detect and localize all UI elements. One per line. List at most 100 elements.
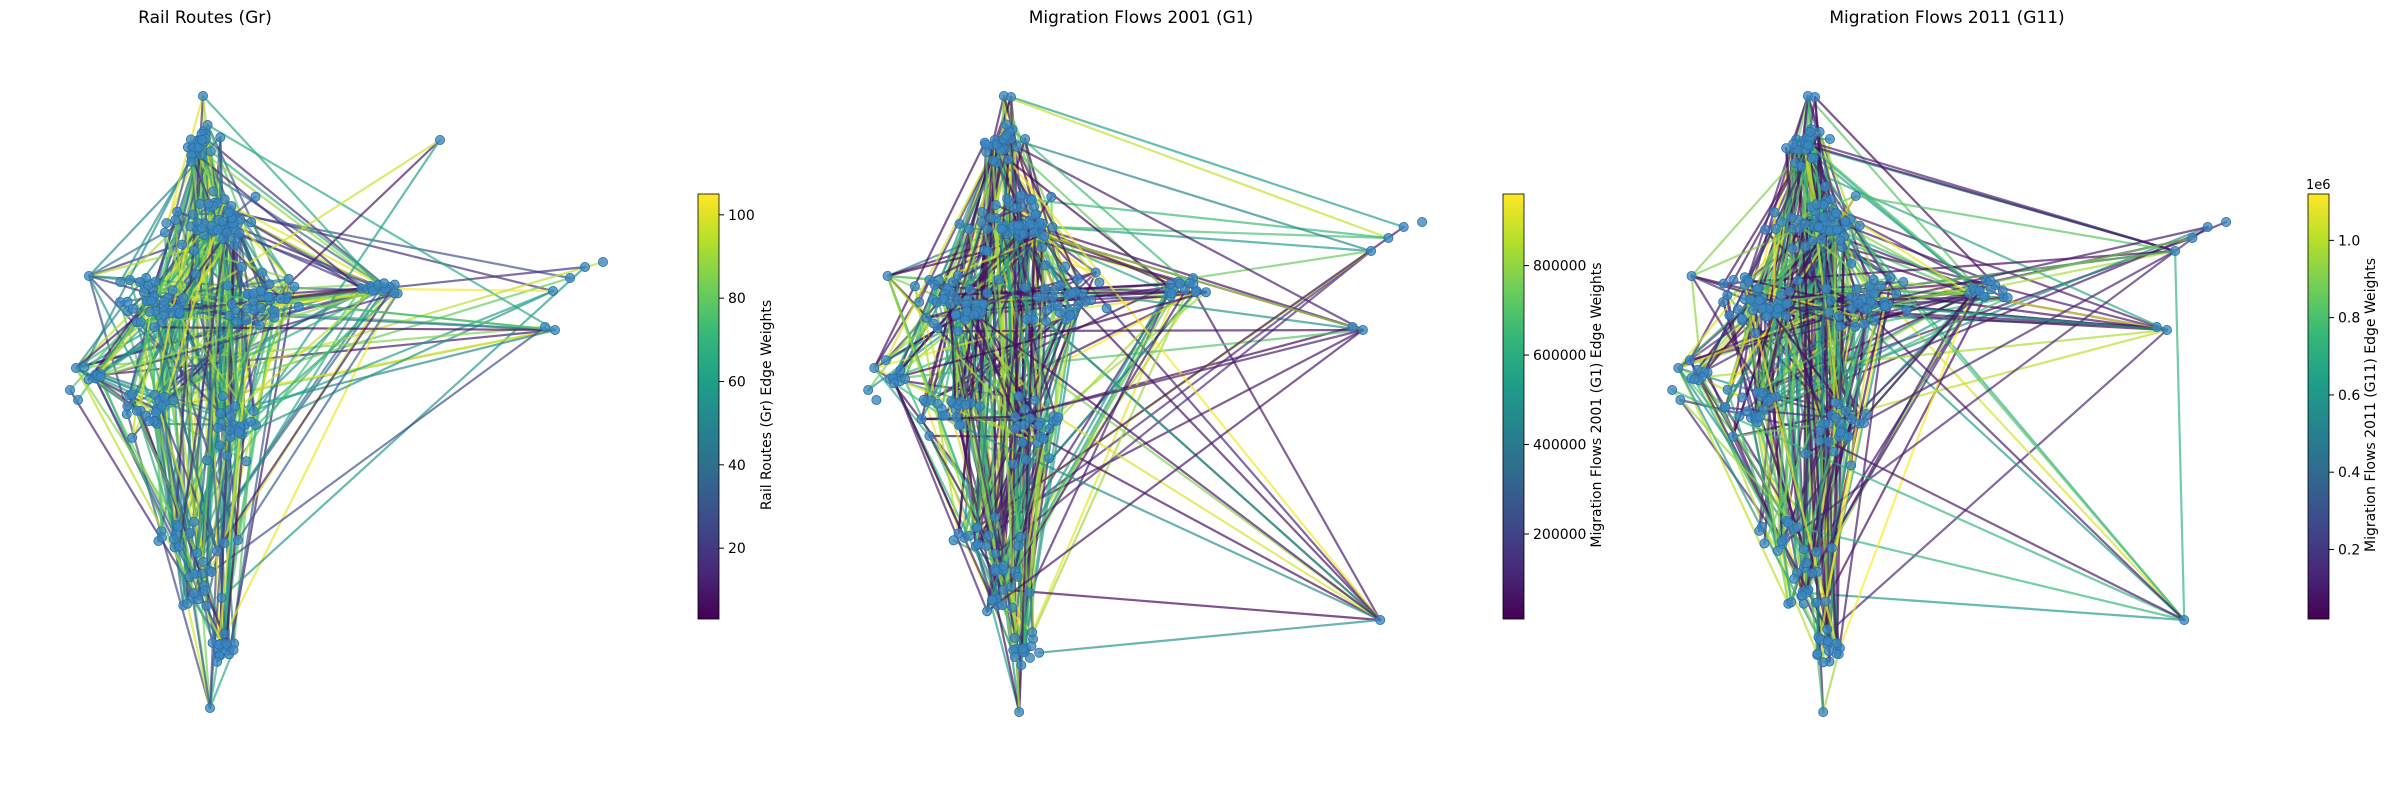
graph-node — [222, 280, 233, 291]
graph-node — [2002, 292, 2013, 303]
graph-node — [1786, 597, 1797, 608]
graph-node — [1030, 209, 1041, 220]
graph-edge — [1726, 299, 1761, 391]
graph-edge — [206, 123, 264, 274]
graph-node — [1868, 274, 1879, 285]
graph-node — [1820, 181, 1831, 192]
graph-edge — [1806, 144, 1975, 289]
colorbar-tick-label: 40 — [728, 458, 746, 474]
graph-node — [208, 186, 219, 197]
graph-node — [1033, 420, 1044, 431]
graph-node — [212, 224, 223, 235]
graph-node — [977, 206, 988, 217]
graph-node — [993, 274, 1004, 285]
graph-edge — [920, 415, 1017, 421]
graph-node — [1811, 597, 1822, 608]
graph-node — [184, 572, 195, 583]
graph-node — [1869, 288, 1880, 299]
graph-node — [998, 560, 1009, 571]
graph-edge — [1790, 216, 1875, 290]
graph-edge — [1754, 418, 1790, 605]
graph-edge — [130, 145, 200, 396]
graph-edge — [171, 229, 214, 292]
graph-edge — [985, 328, 1365, 613]
graph-edge — [200, 238, 224, 575]
graph-node — [1853, 298, 1864, 309]
graph-node — [1792, 522, 1803, 533]
graph-node — [2151, 321, 2162, 332]
graph-node — [1000, 130, 1011, 141]
graph-node — [1742, 406, 1753, 417]
graph-edge — [1851, 225, 2209, 310]
graph-node — [135, 316, 146, 327]
graph-node — [1009, 652, 1020, 663]
colorbar-tick-label: 100 — [728, 208, 755, 224]
colorbar-tick-label: 0.8 — [2338, 311, 2360, 327]
graph-node — [1818, 707, 1829, 718]
graph-node — [1044, 453, 1055, 464]
graph-node — [264, 279, 275, 290]
graph-node — [1795, 161, 1806, 172]
graph-node — [1752, 283, 1763, 294]
graph-node — [156, 401, 167, 412]
edges — [68, 94, 605, 710]
graph-node — [197, 134, 208, 145]
graph-node — [1013, 541, 1024, 552]
graph-node — [1821, 283, 1832, 294]
graph-edge — [155, 422, 163, 539]
graph-node — [206, 566, 217, 577]
colorbar-tick-label: 60 — [728, 375, 746, 391]
graph-node — [143, 416, 154, 427]
graph-edge — [1059, 284, 1382, 622]
graph-edge — [1005, 123, 1051, 430]
graph-edge — [1902, 280, 2168, 332]
graph-node — [1773, 303, 1784, 314]
graph-node — [1675, 394, 1686, 405]
graph-node — [1782, 298, 1793, 309]
graph-node — [974, 401, 985, 412]
graph-node — [1046, 191, 1057, 202]
graph-node — [1860, 408, 1871, 419]
graph-node — [1008, 458, 1019, 469]
graph-node — [1802, 140, 1813, 151]
graph-edge — [1754, 296, 2009, 417]
graph-node — [1850, 190, 1861, 201]
graph-node — [1815, 425, 1826, 436]
graph-node — [1743, 276, 1754, 287]
graph-node — [167, 285, 178, 296]
graph-edge — [1009, 437, 1045, 589]
graph-node — [71, 362, 82, 373]
graph-edge — [1822, 215, 1992, 283]
graph-node — [1814, 435, 1825, 446]
colorbar: 0.2 0.4 0.6 0.8 1.0 — [2307, 193, 2360, 620]
graph-node — [1024, 652, 1035, 663]
graph-edge — [1802, 94, 1810, 142]
graph-edge — [1002, 138, 1171, 294]
graph-node — [161, 218, 172, 229]
graph-node — [222, 450, 233, 461]
graph-edge — [87, 274, 158, 411]
graph-edge — [218, 289, 555, 447]
graph-edge — [219, 292, 396, 646]
edges — [1671, 94, 2228, 714]
graph-node — [1759, 538, 1770, 549]
graph-edge — [87, 237, 234, 278]
graph-node — [964, 223, 975, 234]
graph-node — [1898, 276, 1909, 287]
graph-node — [156, 532, 167, 543]
graph-node — [1799, 218, 1810, 229]
graph-edge — [128, 144, 194, 397]
colorbar-tick-label: 20 — [728, 541, 746, 557]
graph-edge — [228, 285, 296, 656]
graph-node — [960, 399, 971, 410]
graph-node — [1833, 311, 1844, 322]
graph-node — [1002, 193, 1013, 204]
graph-node — [1862, 304, 1873, 315]
graph-edge — [1838, 286, 1975, 650]
graph-edge — [1756, 322, 1866, 394]
graph-edge — [186, 146, 363, 290]
graph-node — [1846, 460, 1857, 471]
graph-node — [1038, 433, 1049, 444]
graph-node — [540, 321, 551, 332]
graph-node — [909, 281, 920, 292]
